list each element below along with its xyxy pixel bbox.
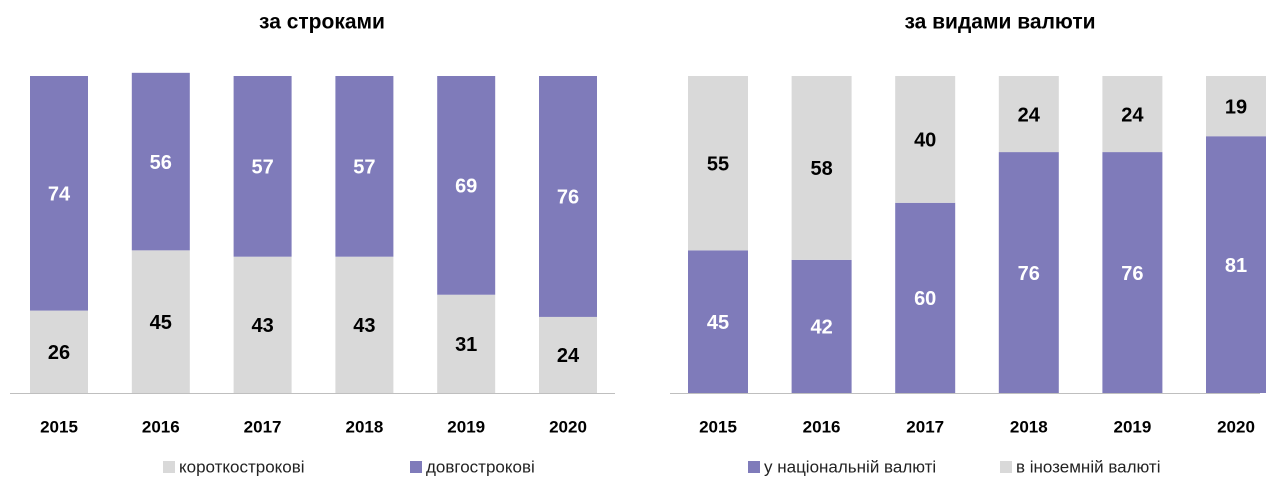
bar-segment (30, 310, 88, 393)
chart-title: за строками (259, 11, 385, 34)
x-tick-label: 2016 (803, 417, 841, 436)
bar-segment (335, 256, 394, 393)
x-tick-label: 2015 (40, 417, 78, 436)
data-label: 69 (455, 176, 477, 198)
bar-segment (30, 76, 88, 311)
x-tick-label: 2017 (906, 417, 944, 436)
bar-segment (998, 76, 1059, 153)
chart-title: за видами валюти (904, 11, 1095, 34)
bar-segment (437, 294, 496, 393)
bar-segment (539, 76, 597, 317)
bar-segment (688, 250, 748, 393)
legend-swatch (163, 461, 175, 473)
data-label: 42 (810, 317, 832, 339)
data-label: 56 (150, 152, 172, 174)
data-label: 45 (707, 312, 729, 334)
bar-segment (791, 76, 852, 260)
bar-segment (233, 256, 292, 393)
x-tick-label: 2018 (1010, 417, 1048, 436)
data-label: 74 (48, 184, 71, 206)
bar-segment (895, 76, 956, 203)
legend-swatch (1000, 461, 1012, 473)
data-label: 31 (455, 334, 477, 356)
bar-segment (233, 76, 292, 257)
x-tick-label: 2016 (142, 417, 180, 436)
data-label: 76 (1121, 263, 1143, 285)
legend-label: довгострокові (426, 457, 535, 476)
data-label: 24 (1121, 104, 1144, 126)
x-tick-label: 2018 (345, 417, 383, 436)
bar-segment (131, 72, 190, 251)
data-label: 81 (1225, 255, 1247, 277)
legend-label: короткострокові (179, 457, 305, 476)
bar-segment (688, 76, 748, 251)
x-tick-label: 2019 (447, 417, 485, 436)
data-label: 45 (150, 312, 172, 334)
bar-segment (1206, 136, 1266, 394)
bar-segment (1206, 76, 1266, 137)
bar-segment (335, 76, 394, 257)
data-label: 60 (914, 288, 936, 310)
data-label: 57 (353, 157, 375, 179)
data-label: 76 (557, 187, 579, 209)
legend-label: в іноземній валюті (1016, 457, 1160, 476)
bar-segment (791, 259, 852, 393)
data-label: 58 (810, 158, 832, 180)
data-label: 57 (251, 157, 273, 179)
data-label: 43 (353, 315, 375, 337)
data-label: 55 (707, 153, 729, 175)
data-label: 19 (1225, 96, 1247, 118)
bar-segment (1102, 76, 1163, 153)
chart: за строками 26 74 2015 45 56 2016 43 57 2017 43 57 2… (10, 11, 615, 476)
bar-segment (539, 316, 597, 393)
bar-segment (131, 250, 190, 393)
x-tick-label: 2019 (1113, 417, 1151, 436)
bar-segment (1102, 152, 1163, 393)
bar-segment (437, 76, 496, 295)
legend-label: у національній валюті (764, 457, 936, 476)
chart: за видами валюти 45 55 2015 42 58 2016 60 40 2017… (670, 11, 1266, 476)
x-tick-label: 2017 (244, 417, 282, 436)
data-label: 24 (557, 345, 580, 367)
data-label: 24 (1018, 104, 1041, 126)
legend-swatch (410, 461, 422, 473)
data-label: 40 (914, 130, 936, 152)
bar-segment (895, 202, 956, 393)
legend-swatch (748, 461, 760, 473)
x-tick-label: 2020 (1217, 417, 1255, 436)
data-label: 43 (251, 315, 273, 337)
data-label: 26 (48, 342, 70, 364)
data-label: 76 (1018, 263, 1040, 285)
x-tick-label: 2015 (699, 417, 737, 436)
x-tick-label: 2020 (549, 417, 587, 436)
bar-segment (998, 152, 1059, 393)
